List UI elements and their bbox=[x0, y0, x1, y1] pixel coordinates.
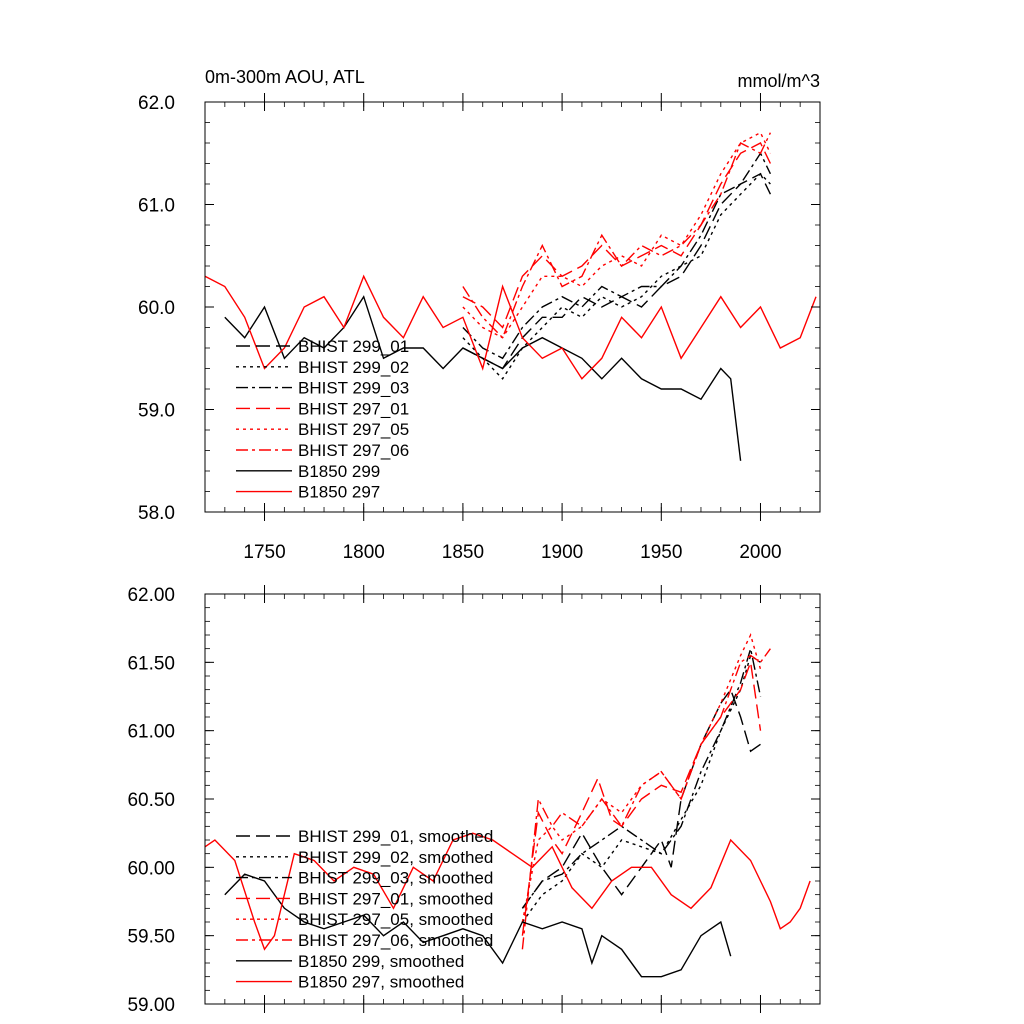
series-line-top-0 bbox=[462, 172, 772, 370]
y-tick-label: 59.00 bbox=[127, 995, 175, 1016]
series-line-bottom-2 bbox=[521, 648, 762, 909]
series-line-top-1 bbox=[462, 172, 771, 380]
y-tick-label: 59.0 bbox=[138, 401, 175, 422]
series-line-top-6 bbox=[224, 295, 742, 461]
legend-label: BHIST 297_06 bbox=[298, 441, 409, 460]
x-tick-label: 2000 bbox=[739, 542, 781, 563]
series-line-bottom-0 bbox=[521, 688, 761, 909]
series-line-top-7 bbox=[204, 274, 817, 380]
bottom-panel: 59.00 59.50 60.00 60.50 61.00 61.50 62.00 BHIS… bbox=[127, 585, 821, 1016]
series-line-bottom-1 bbox=[521, 654, 761, 923]
y-tick-label: 58.0 bbox=[138, 503, 175, 524]
series-line-bottom-4 bbox=[521, 633, 762, 923]
legend-label: BHIST 299_03, smoothed bbox=[298, 869, 493, 888]
legend-label: B1850 297, smoothed bbox=[298, 973, 464, 992]
x-tick-label: 1950 bbox=[640, 542, 682, 563]
legend-label: BHIST 299_02, smoothed bbox=[298, 848, 493, 867]
x-tick-label: 1800 bbox=[343, 542, 385, 563]
legend-label: BHIST 299_03 bbox=[298, 379, 409, 398]
bottom-plot-area bbox=[204, 633, 811, 978]
legend-label: BHIST 297_01, smoothed bbox=[298, 889, 493, 908]
y-tick-label: 62.0 bbox=[138, 93, 175, 114]
legend-label: BHIST 297_05, smoothed bbox=[298, 910, 493, 929]
y-tick-label: 61.50 bbox=[127, 653, 175, 674]
legend-label: BHIST 297_06, smoothed bbox=[298, 931, 493, 950]
legend-label: BHIST 299_01, smoothed bbox=[298, 827, 493, 846]
top-chart-units: mmol/m^3 bbox=[738, 71, 820, 91]
series-line-top-5 bbox=[462, 132, 772, 339]
series-line-top-2 bbox=[462, 151, 772, 360]
series-line-bottom-6 bbox=[224, 873, 732, 978]
top-plot-area bbox=[204, 131, 817, 461]
series-line-bottom-3 bbox=[521, 662, 762, 936]
legend-label: B1850 297 bbox=[298, 483, 380, 502]
top-chart-title: 0m-300m AOU, ATL bbox=[205, 67, 365, 87]
series-line-bottom-7 bbox=[204, 832, 811, 951]
y-tick-label: 61.00 bbox=[127, 722, 175, 743]
legend-label: BHIST 297_01 bbox=[298, 399, 409, 418]
x-tick-label: 1750 bbox=[243, 542, 285, 563]
x-tick-label: 1850 bbox=[442, 542, 484, 563]
legend-label: BHIST 297_05 bbox=[298, 420, 409, 439]
y-tick-label: 60.0 bbox=[138, 298, 175, 319]
bottom-axes: 59.00 59.50 60.00 60.50 61.00 61.50 62.00 bbox=[127, 585, 821, 1016]
legend-label: BHIST 299_02 bbox=[298, 358, 409, 377]
y-tick-label: 60.50 bbox=[127, 790, 175, 811]
y-tick-label: 62.00 bbox=[127, 585, 175, 606]
series-line-bottom-5 bbox=[521, 648, 771, 950]
bottom-legend: BHIST 299_01, smoothed BHIST 299_02, smoo… bbox=[236, 827, 493, 992]
series-line-top-3 bbox=[462, 142, 772, 329]
legend-label: BHIST 299_01 bbox=[298, 337, 409, 356]
legend-label: B1850 299, smoothed bbox=[298, 952, 464, 971]
y-tick-label: 61.0 bbox=[138, 196, 175, 217]
series-line-top-4 bbox=[462, 131, 772, 339]
top-axes: 58.0 59.0 60.0 61.0 62.0 1750 1800 1850 1900 1950… bbox=[138, 93, 821, 563]
top-panel: 0m-300m AOU, ATL mmol/m^3 58.0 59.0 60.0 61… bbox=[138, 67, 821, 563]
y-tick-label: 59.50 bbox=[127, 927, 175, 948]
legend-label: B1850 299 bbox=[298, 462, 380, 481]
y-tick-label: 60.00 bbox=[127, 858, 175, 879]
x-tick-label: 1900 bbox=[541, 542, 583, 563]
